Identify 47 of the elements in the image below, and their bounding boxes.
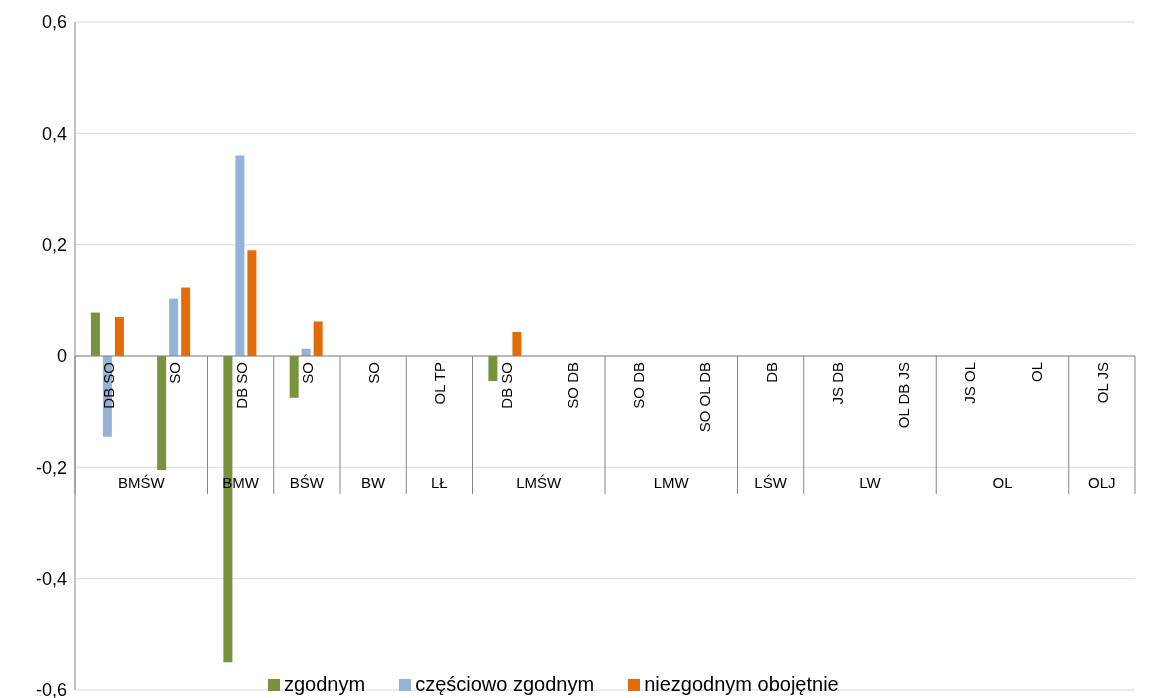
bar xyxy=(235,155,245,356)
y-tick-label: 0,6 xyxy=(41,12,67,33)
bar xyxy=(247,250,257,356)
annotation: LMŚW xyxy=(516,474,563,491)
y-tick-label: -0,6 xyxy=(35,680,67,698)
x-tick-label: DB SO xyxy=(100,362,118,409)
x-tick-label: DB SO xyxy=(497,362,515,409)
annotation: OLJ xyxy=(1088,474,1116,491)
y-tick-label: -0,4 xyxy=(35,569,67,590)
x-tick-label: OL JS xyxy=(1093,362,1111,404)
bar xyxy=(512,332,522,356)
x-tick-label: OL DB JS xyxy=(895,362,913,429)
annotation: OL xyxy=(992,474,1013,491)
x-tick-label: SO xyxy=(298,362,316,384)
y-tick-label: 0,4 xyxy=(41,123,67,144)
x-tick-label: DB xyxy=(762,362,780,383)
legend-label: zgodnym xyxy=(284,673,366,696)
x-tick-label: SO DB xyxy=(563,362,581,409)
annotation: LŚW xyxy=(754,474,788,491)
bar xyxy=(488,356,498,382)
annotation: LW xyxy=(859,474,882,491)
bar xyxy=(90,312,100,356)
bar xyxy=(181,287,191,356)
x-tick-label: SO OL DB xyxy=(696,362,714,433)
annotation: LMW xyxy=(653,474,690,491)
x-tick-label: OL TP xyxy=(431,362,449,405)
y-tick-label: 0,2 xyxy=(41,235,67,256)
bar xyxy=(157,356,167,471)
annotation: BŚW xyxy=(289,474,325,491)
annotation: BW xyxy=(361,474,387,491)
x-tick-label: SO DB xyxy=(630,362,648,409)
x-tick-label: SO xyxy=(365,362,383,384)
bar xyxy=(169,298,179,356)
annotation: BMŚW xyxy=(117,474,166,491)
x-tick-label: DB SO xyxy=(232,362,250,409)
bar xyxy=(313,321,323,356)
legend-label: częściowo zgodnym xyxy=(415,673,595,696)
x-tick-label: OL xyxy=(1027,362,1045,383)
x-tick-label: JS DB xyxy=(828,362,846,405)
bar xyxy=(114,317,124,356)
legend-label: niezgodnym obojętnie xyxy=(644,673,839,696)
y-tick-label: -0,2 xyxy=(35,457,67,478)
x-tick-label: JS OL xyxy=(961,362,979,404)
annotation: LŁ xyxy=(431,474,448,491)
x-tick-label: SO xyxy=(166,362,184,384)
y-tick-label: 0 xyxy=(56,346,67,367)
bar xyxy=(289,356,299,398)
